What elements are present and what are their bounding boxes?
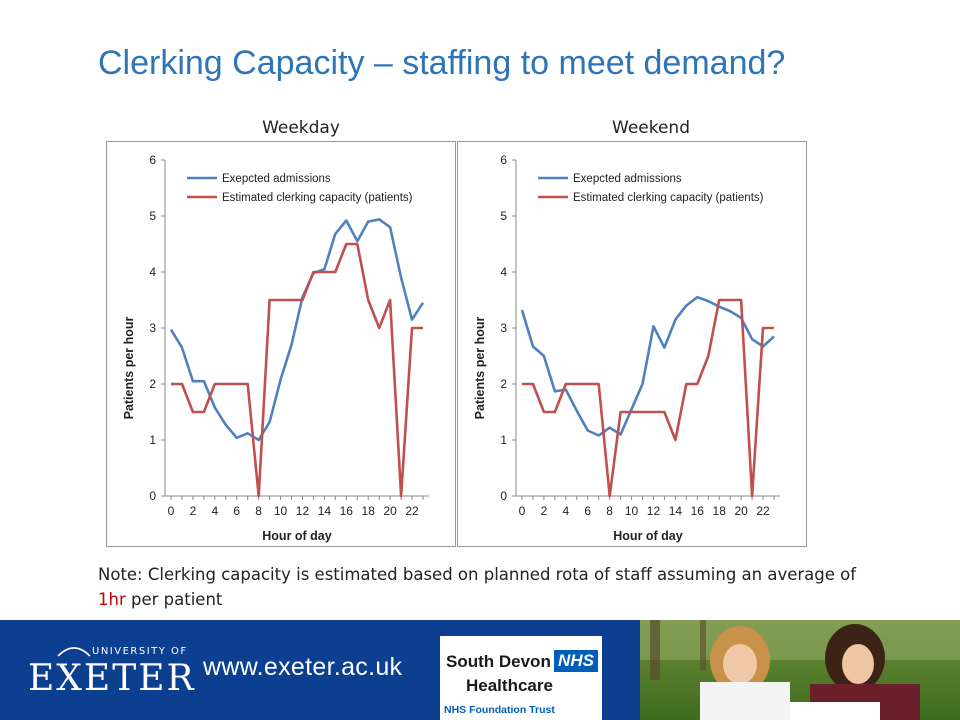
weekday-y-tick-label: 6 [149,153,156,167]
nhs-org-line2: Healthcare [466,676,553,695]
weekend-x-tick-label: 16 [691,504,705,518]
weekday-chart: 0 1 2 3 4 5 6 0 2 4 6 8 10 12 14 16 18 20 22 Hour of day Pat… [106,141,456,547]
weekend-chart: 0 1 2 3 4 5 6 0 2 4 6 8 10 12 14 16 18 20 22 Hour of day Pat… [457,141,807,547]
nhs-foundation-trust-label: NHS Foundation Trust [444,704,555,716]
weekend-x-tick-label: 18 [713,504,727,518]
nhs-org-line1: South Devon [446,652,551,671]
weekend-y-tick-label: 4 [500,265,507,279]
students-reading-photo [640,620,960,720]
capacity-note: Note: Clerking capacity is estimated bas… [98,562,878,612]
weekday-series-line-1 [169,218,425,442]
weekend-x-tick-label: 12 [647,504,661,518]
weekday-legend-label-2: Estimated clerking capacity (patients) [222,192,413,204]
logo-arc-icon [57,647,91,657]
weekend-x-tick-label: 6 [584,504,591,518]
weekend-x-tick-label: 20 [734,504,748,518]
weekend-y-tick-label: 3 [500,321,507,335]
note-text-2: per patient [125,590,223,609]
weekend-legend-label-1: Exepcted admissions [573,173,682,185]
weekday-y-tick-label: 1 [149,433,156,447]
weekend-y-axis-label: Patients per hour [473,316,487,419]
weekend-legend-label-2: Estimated clerking capacity (patients) [573,192,764,204]
note-text-1: Note: Clerking capacity is estimated bas… [98,565,857,584]
weekday-x-tick-label: 4 [211,504,218,518]
note-highlight: 1hr [98,590,126,609]
weekend-series-line-2 [522,298,774,498]
weekend-y-tick-label: 5 [500,209,507,223]
weekday-x-tick-label: 2 [190,504,197,518]
weekday-x-axis-label: Hour of day [262,529,331,543]
weekend-x-tick-label: 8 [606,504,613,518]
weekday-series-line-2 [171,242,423,498]
weekday-y-tick-label: 0 [149,489,156,503]
exeter-wordmark: EXETER [28,658,196,699]
weekday-x-tick-label: 8 [255,504,262,518]
footer-banner: UNIVERSITY OF EXETER www.exeter.ac.uk So… [0,620,960,720]
website-link[interactable]: www.exeter.ac.uk [203,653,403,681]
weekday-y-tick-label: 4 [149,265,156,279]
weekday-x-tick-label: 12 [296,504,310,518]
weekday-legend-label-1: Exepcted admissions [222,173,331,185]
weekend-series-line-1 [520,295,775,437]
weekend-y-tick-label: 0 [500,489,507,503]
weekday-x-tick-label: 22 [405,504,419,518]
weekday-y-tick-label: 3 [149,321,156,335]
weekday-x-tick-label: 16 [340,504,354,518]
weekday-x-tick-label: 20 [383,504,397,518]
weekend-y-tick-label: 6 [500,153,507,167]
slide-title: Clerking Capacity – staffing to meet dem… [98,44,786,82]
weekend-x-tick-label: 4 [562,504,569,518]
weekday-chart-label: Weekday [262,118,340,138]
weekend-y-tick-label: 1 [500,433,507,447]
weekday-x-tick-label: 10 [274,504,288,518]
weekend-x-tick-label: 0 [519,504,526,518]
weekend-chart-label: Weekend [612,118,690,138]
nhs-badge: NHS [554,650,598,672]
weekday-x-tick-label: 0 [168,504,175,518]
weekday-y-axis-label: Patients per hour [122,316,136,419]
nhs-logo: South Devon NHS Healthcare NHS Foundatio… [440,636,602,720]
weekend-x-tick-label: 10 [625,504,639,518]
weekday-x-tick-label: 6 [233,504,240,518]
weekday-y-tick-label: 2 [149,377,156,391]
weekend-x-tick-label: 22 [756,504,770,518]
university-of-exeter-logo[interactable]: UNIVERSITY OF EXETER [28,640,194,706]
weekday-x-tick-label: 18 [362,504,376,518]
weekend-x-tick-label: 14 [669,504,683,518]
weekend-y-tick-label: 2 [500,377,507,391]
weekday-x-tick-label: 14 [318,504,332,518]
weekend-x-tick-label: 2 [541,504,548,518]
weekday-y-tick-label: 5 [149,209,156,223]
university-of-label: UNIVERSITY OF [92,646,188,657]
weekend-x-axis-label: Hour of day [613,529,682,543]
